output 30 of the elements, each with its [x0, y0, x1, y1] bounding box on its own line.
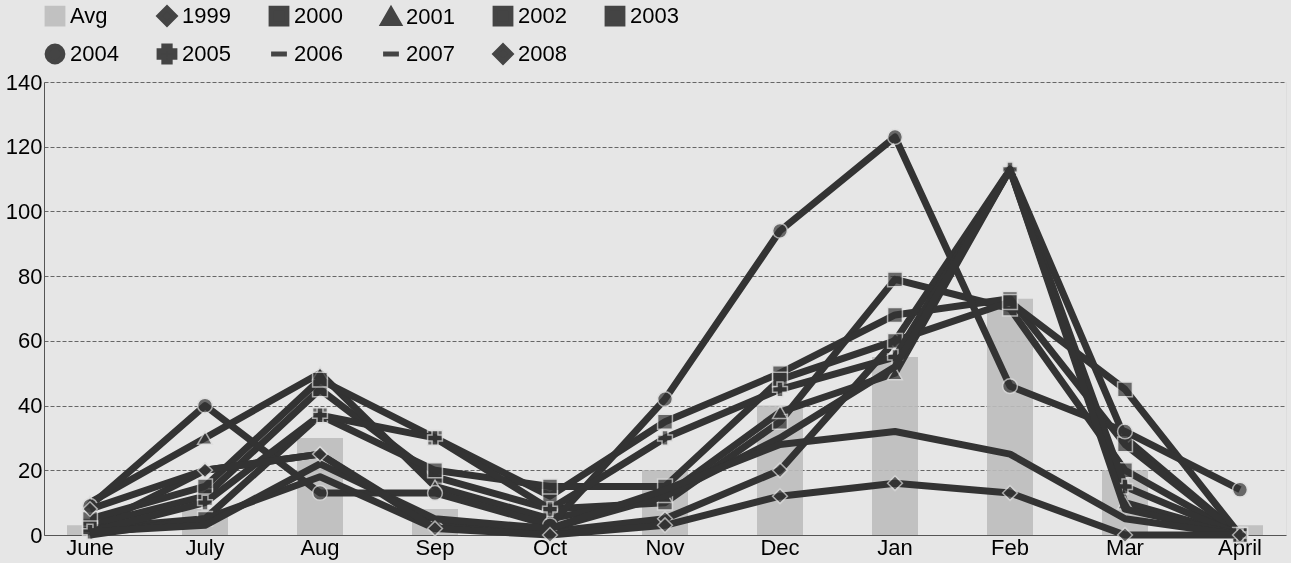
- x-tick-label: Dec: [760, 534, 800, 560]
- x-tick-label: Mar: [1106, 534, 1144, 560]
- x-tick-label: Aug: [300, 534, 340, 560]
- legend-label: 2006: [294, 41, 343, 66]
- legend-label: 2004: [70, 41, 119, 66]
- x-tick-label: Nov: [645, 534, 685, 560]
- y-tick-label: 0: [30, 522, 43, 548]
- x-tick-label: Feb: [991, 534, 1029, 560]
- legend-label: 2003: [630, 3, 679, 29]
- y-tick-label: 100: [5, 198, 43, 224]
- legend-label: 2005: [182, 41, 231, 66]
- y-tick-label: 140: [5, 69, 43, 95]
- y-tick-label: 60: [18, 328, 43, 354]
- x-tick-label: April: [1217, 534, 1263, 560]
- x-tick-label: July: [185, 534, 225, 560]
- legend-label: Avg: [70, 3, 108, 29]
- y-tick-label: 80: [18, 263, 43, 289]
- legend-label: 2007: [406, 41, 455, 66]
- x-tick-label: Sep: [415, 534, 455, 560]
- y-tick-label: 120: [5, 134, 43, 160]
- x-tick-label: Jan: [877, 534, 913, 560]
- legend-label: 2002: [518, 3, 567, 29]
- legend-label: 2001: [406, 3, 455, 29]
- legend-label: 1999: [182, 3, 231, 29]
- y-tick-label: 20: [18, 457, 43, 483]
- legend-label: 2008: [518, 41, 567, 66]
- x-tick-label: June: [66, 534, 114, 560]
- x-tick-label: Oct: [532, 534, 568, 560]
- y-tick-label: 40: [18, 393, 43, 419]
- legend-label: 2000: [294, 3, 343, 29]
